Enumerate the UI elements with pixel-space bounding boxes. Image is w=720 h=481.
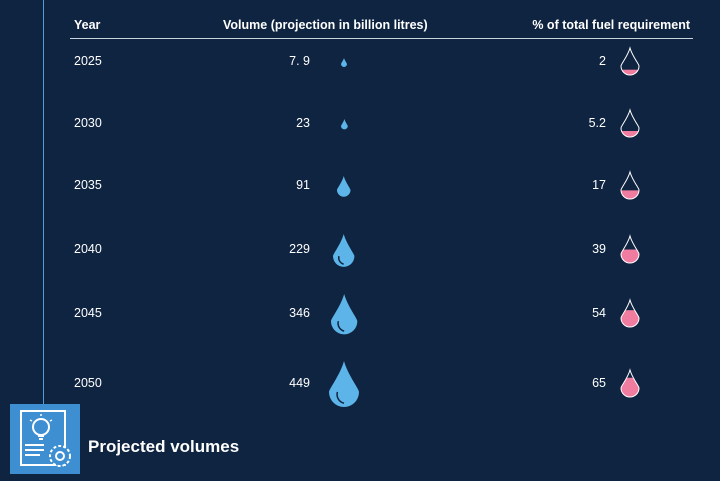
cell-volume: 229 bbox=[289, 242, 310, 256]
cell-percent: 5.2 bbox=[588, 116, 606, 130]
header-volume: Volume (projection in billion litres) bbox=[223, 18, 428, 32]
volume-drop-2040 bbox=[333, 233, 355, 267]
cell-percent: 39 bbox=[592, 242, 606, 256]
table-row: 2030 23 5.2 bbox=[0, 116, 720, 136]
percent-drop-2050 bbox=[620, 367, 640, 397]
cell-volume: 23 bbox=[296, 116, 310, 130]
cell-year: 2045 bbox=[74, 306, 102, 320]
cell-percent: 54 bbox=[592, 306, 606, 320]
vertical-accent-line bbox=[43, 0, 44, 404]
table-row: 2025 7. 9 2 bbox=[0, 54, 720, 74]
cell-year: 2035 bbox=[74, 178, 102, 192]
header-percent: % of total fuel requirement bbox=[532, 18, 690, 32]
volume-drop-2025 bbox=[341, 57, 347, 67]
table-header: Year Volume (projection in billion litre… bbox=[0, 18, 720, 36]
percent-drop-2040 bbox=[620, 233, 640, 263]
cell-volume: 346 bbox=[289, 306, 310, 320]
volume-drop-2030 bbox=[340, 118, 348, 130]
cell-year: 2040 bbox=[74, 242, 102, 256]
header-year: Year bbox=[74, 18, 101, 32]
cell-percent: 65 bbox=[592, 376, 606, 390]
percent-drop-2035 bbox=[620, 169, 640, 199]
table-row: 2045 346 54 bbox=[0, 306, 720, 326]
table-row: 2035 91 17 bbox=[0, 178, 720, 198]
footer: Projected volumes bbox=[10, 404, 430, 476]
cell-year: 2050 bbox=[74, 376, 102, 390]
percent-drop-2045 bbox=[620, 297, 640, 327]
volume-drop-2050 bbox=[329, 361, 359, 407]
cell-volume: 7. 9 bbox=[289, 54, 310, 68]
table-row: 2040 229 39 bbox=[0, 242, 720, 262]
cell-volume: 449 bbox=[289, 376, 310, 390]
percent-drop-2025 bbox=[620, 45, 640, 75]
percent-drop-2030 bbox=[620, 107, 640, 137]
cell-year: 2030 bbox=[74, 116, 102, 130]
cell-volume: 91 bbox=[296, 178, 310, 192]
table-row: 2050 449 65 bbox=[0, 376, 720, 396]
volume-drop-2045 bbox=[330, 293, 358, 335]
chart-title: Projected volumes bbox=[88, 437, 240, 456]
cell-percent: 2 bbox=[599, 54, 606, 68]
lightbulb-gear-document-icon bbox=[10, 404, 80, 474]
volume-drop-2035 bbox=[337, 175, 351, 197]
header-rule bbox=[70, 38, 693, 39]
cell-percent: 17 bbox=[592, 178, 606, 192]
cell-year: 2025 bbox=[74, 54, 102, 68]
